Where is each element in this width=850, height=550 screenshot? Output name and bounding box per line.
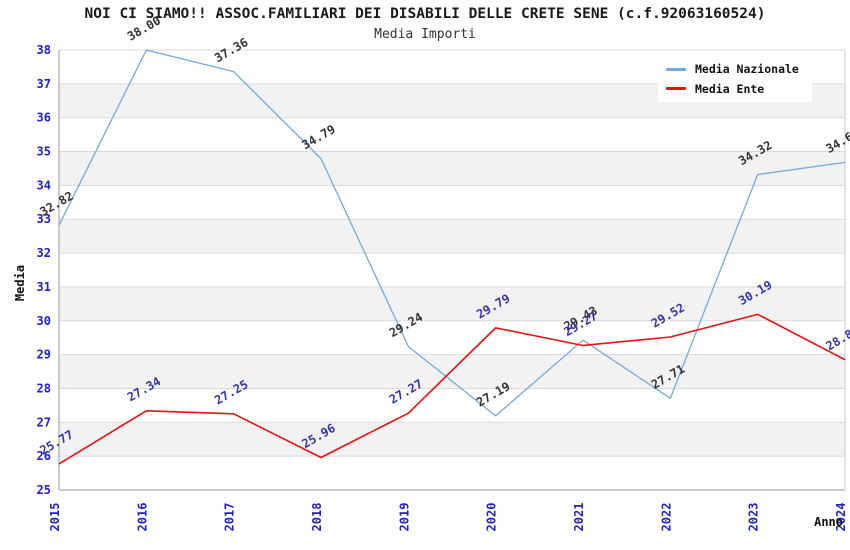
data-point-label: 34.79 xyxy=(300,122,338,152)
grid-band xyxy=(59,286,845,321)
grid-band xyxy=(59,151,845,186)
legend-label-media-nazionale: Media Nazionale xyxy=(695,62,799,77)
x-tick-label: 2016 xyxy=(135,503,149,532)
legend-swatch-ente-line-icon xyxy=(666,87,686,91)
y-tick-label: 29 xyxy=(37,348,51,362)
legend: Media Nazionale Media Ente xyxy=(658,56,812,102)
x-tick-label: 2021 xyxy=(572,503,586,532)
x-tick-label: 2017 xyxy=(223,503,237,532)
y-tick-label: 26 xyxy=(37,449,51,463)
x-tick-label: 2022 xyxy=(659,503,673,532)
grid-band xyxy=(59,219,845,254)
legend-item-media-ente: Media Ente xyxy=(666,82,812,96)
y-tick-label: 33 xyxy=(37,212,51,226)
legend-item-media-nazionale: Media Nazionale xyxy=(666,62,812,76)
y-tick-label: 38 xyxy=(37,43,51,57)
y-tick-label: 35 xyxy=(37,145,51,159)
y-axis-title: Media xyxy=(13,265,27,301)
data-point-label: 34.68 xyxy=(824,126,850,156)
x-tick-label: 2023 xyxy=(747,503,761,532)
x-tick-label: 2024 xyxy=(834,503,848,532)
y-tick-label: 27 xyxy=(37,415,51,429)
data-point-label: 38.00 xyxy=(125,13,163,43)
data-point-label: 28.85 xyxy=(824,323,850,353)
y-tick-label: 25 xyxy=(37,483,51,497)
legend-label-media-ente: Media Ente xyxy=(695,81,765,96)
chart-subtitle: Media Importi xyxy=(374,27,476,42)
y-tick-label: 34 xyxy=(37,178,51,192)
grid-band xyxy=(59,422,845,457)
chart-title: NOI CI SIAMO!! ASSOC.FAMILIARI DEI DISAB… xyxy=(84,6,766,22)
y-tick-label: 31 xyxy=(37,280,51,294)
x-tick-label: 2015 xyxy=(48,503,62,532)
x-axis-title: Anno xyxy=(814,515,843,529)
y-tick-label: 28 xyxy=(37,381,51,395)
x-tick-label: 2018 xyxy=(310,503,324,532)
series-line-media-nazionale xyxy=(58,49,846,417)
data-point-label: 37.36 xyxy=(212,35,250,65)
legend-swatch-nazionale-line-icon xyxy=(666,67,686,71)
y-tick-label: 36 xyxy=(37,111,51,125)
x-tick-label: 2019 xyxy=(397,503,411,532)
series-line-media-ente xyxy=(58,313,846,465)
y-tick-label: 30 xyxy=(37,314,51,328)
x-tick-label: 2020 xyxy=(485,503,499,532)
data-point-label: 32.82 xyxy=(38,189,76,219)
y-tick-label: 32 xyxy=(37,246,51,260)
y-tick-label: 37 xyxy=(37,77,51,91)
